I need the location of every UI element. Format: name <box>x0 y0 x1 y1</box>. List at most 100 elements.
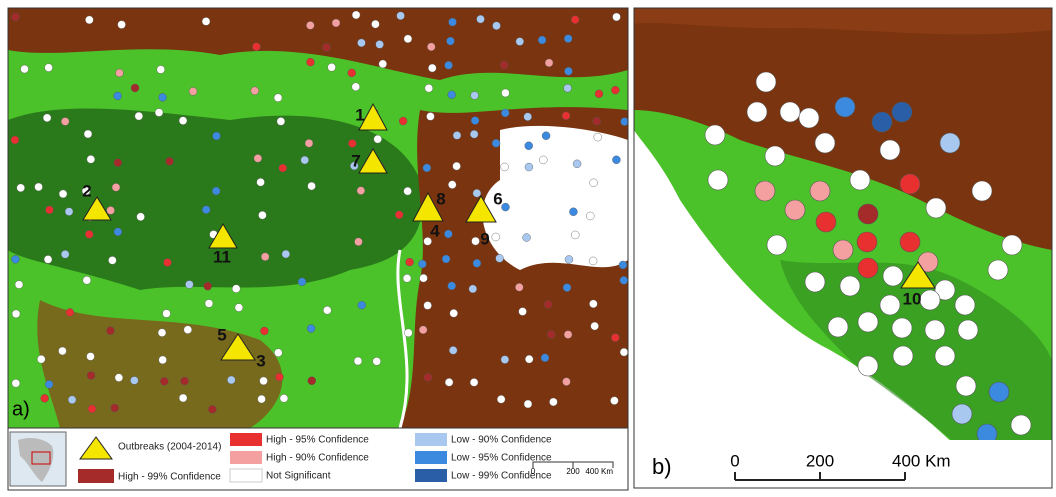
site <box>88 405 96 413</box>
site <box>471 91 479 99</box>
site <box>137 213 145 221</box>
legend-label: Not Significant <box>266 471 331 482</box>
site <box>107 206 115 214</box>
site <box>611 86 619 94</box>
site <box>988 260 1008 280</box>
site <box>858 204 878 224</box>
site <box>258 395 266 403</box>
map-a <box>8 8 629 488</box>
site <box>307 325 315 333</box>
site <box>111 404 119 412</box>
site <box>501 163 509 171</box>
site <box>1002 235 1022 255</box>
site <box>524 400 532 408</box>
swatch <box>230 451 262 464</box>
site <box>816 212 836 232</box>
site <box>212 132 220 140</box>
site <box>926 198 946 218</box>
site <box>179 117 187 125</box>
site <box>620 348 628 356</box>
site <box>323 43 331 51</box>
site <box>179 394 187 402</box>
site <box>61 117 69 125</box>
site <box>469 285 477 293</box>
site <box>202 206 210 214</box>
site <box>920 290 940 310</box>
site <box>755 181 775 201</box>
site <box>442 255 450 263</box>
site <box>549 398 557 406</box>
site <box>12 379 20 387</box>
site <box>450 309 458 317</box>
site <box>155 109 163 117</box>
site <box>298 278 306 286</box>
site <box>61 250 69 258</box>
site <box>274 349 282 357</box>
legend-label: Low - 90% Confidence <box>451 435 552 446</box>
site <box>500 61 508 69</box>
site <box>425 84 433 92</box>
site <box>21 65 29 73</box>
site <box>835 97 855 117</box>
site <box>419 274 427 282</box>
site <box>399 117 407 125</box>
site <box>379 60 387 68</box>
site <box>403 274 411 282</box>
site <box>254 154 262 162</box>
swatch <box>78 469 114 483</box>
site <box>940 133 960 153</box>
site <box>880 295 900 315</box>
site <box>274 94 282 102</box>
site <box>87 371 95 379</box>
site <box>158 329 166 337</box>
site <box>525 163 533 171</box>
site <box>58 347 66 355</box>
site <box>59 190 67 198</box>
site <box>275 373 283 381</box>
site <box>900 174 920 194</box>
outbreak-label: 4 <box>430 221 440 240</box>
site <box>357 187 365 195</box>
site <box>424 302 432 310</box>
site <box>473 189 481 197</box>
site <box>449 18 457 26</box>
site <box>159 93 167 101</box>
site <box>705 125 725 145</box>
site <box>828 317 848 337</box>
outbreak-label: 1 <box>355 105 364 124</box>
site <box>525 355 533 363</box>
site <box>282 250 290 258</box>
site <box>160 377 168 385</box>
site <box>35 183 43 191</box>
site <box>43 114 51 122</box>
site <box>189 87 197 95</box>
site <box>810 181 830 201</box>
site <box>893 346 913 366</box>
site <box>857 232 877 252</box>
site <box>501 356 509 364</box>
site <box>565 255 573 263</box>
outbreak-label: 6 <box>493 189 502 208</box>
site <box>212 187 220 195</box>
site <box>15 281 23 289</box>
site <box>571 231 579 239</box>
site <box>406 258 414 266</box>
site <box>564 84 572 92</box>
site <box>87 155 95 163</box>
map-b <box>634 8 1052 488</box>
site <box>563 284 571 292</box>
site <box>756 72 776 92</box>
outbreak-label: 10 <box>903 289 922 308</box>
site <box>453 162 461 170</box>
site <box>589 300 597 308</box>
site <box>501 109 509 117</box>
site <box>114 159 122 167</box>
site <box>84 130 92 138</box>
site <box>621 118 629 126</box>
outbreak-label: 5 <box>217 325 226 344</box>
site <box>470 130 478 138</box>
site <box>892 318 912 338</box>
site <box>501 89 509 97</box>
site <box>44 255 52 263</box>
site <box>1011 415 1031 435</box>
